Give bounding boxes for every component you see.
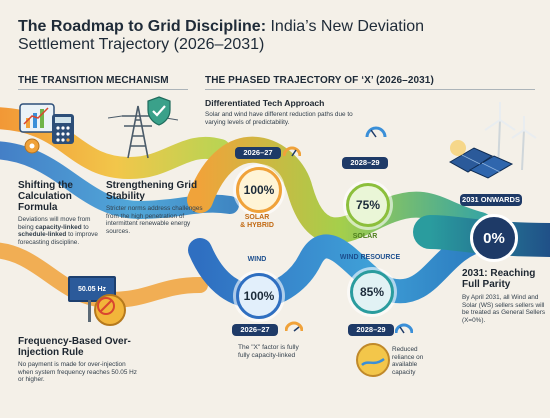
shifting-block: Shifting the Calculation Formula Deviati… xyxy=(18,180,104,246)
reduced-reliance-icon xyxy=(356,343,390,377)
gauge-icon-3 xyxy=(285,320,303,332)
value-circle-solar-2028: 75% xyxy=(346,183,390,227)
value-circle-wind-2026: 100% xyxy=(236,273,282,319)
renewables-illustration xyxy=(440,100,545,180)
solar-panel-icon xyxy=(448,147,514,179)
x-factor-note: The "X" factor is fully fully capacity-l… xyxy=(238,344,299,359)
differentiated-heading: Differentiated Tech Approach xyxy=(205,98,325,108)
frequency-heading: Frequency-Based Over-Injection Rule xyxy=(18,336,131,358)
frequency-post xyxy=(88,300,91,322)
strengthening-heading: Strengthening Grid Stability xyxy=(106,180,198,202)
strengthening-text: Stricter norms address challenges from t… xyxy=(106,205,203,235)
parity-heading: 2031: Reaching Full Parity xyxy=(462,268,536,290)
year-pill-final: 2031 ONWARDS xyxy=(460,194,522,206)
gauge-icon-4 xyxy=(395,322,413,334)
year-pill-solar-2028: 2028–29 xyxy=(342,157,388,169)
strengthening-block: Strengthening Grid Stability Stricter no… xyxy=(106,180,206,235)
value-circle-solar-2026: 100% xyxy=(236,167,282,213)
frequency-display: 50.05 Hz xyxy=(68,272,126,326)
year-pill-wind-2026: 2026–27 xyxy=(232,324,278,336)
wind-turbine-icon xyxy=(484,102,537,171)
frequency-text: No payment is made for over-injection wh… xyxy=(18,361,137,384)
value-circle-final: 0% xyxy=(470,214,518,262)
chart-calculator-icon xyxy=(18,98,80,156)
page-title: The Roadmap to Grid Discipline: India’s … xyxy=(18,18,488,54)
label-wind: WIND xyxy=(247,256,267,263)
value-circle-wind-2028: 85% xyxy=(350,270,394,314)
page-title-normal: India’s New Deviation Settlement Traject… xyxy=(18,18,425,53)
label-solar: SOLAR xyxy=(352,233,378,240)
parity-block: 2031: Reaching Full Parity By April 2031… xyxy=(462,268,546,324)
year-pill-solar-2026: 2026–27 xyxy=(235,147,281,159)
differentiated-block: Differentiated Tech Approach Solar and w… xyxy=(205,98,355,126)
year-pill-wind-2028: 2028–29 xyxy=(348,324,394,336)
shifting-heading: Shifting the Calculation Formula xyxy=(18,180,73,213)
section-divider-right xyxy=(205,89,535,90)
page-title-bold: The Roadmap to Grid Discipline: xyxy=(18,18,267,35)
parity-text: By April 2031, all Wind and Solar (WS) s… xyxy=(462,294,546,324)
gauge-icon-2 xyxy=(365,124,387,138)
section-divider-left xyxy=(18,89,188,90)
label-wind-resource: WIND RESOURCE xyxy=(339,254,401,261)
frequency-block: Frequency-Based Over-Injection Rule No p… xyxy=(18,336,138,384)
reduced-reliance-note: Reduced reliance on available capacity xyxy=(392,346,424,376)
gauge-icon xyxy=(283,145,301,157)
shield-check-icon xyxy=(146,96,172,126)
label-solar-hybrid: SOLAR & HYBRID xyxy=(240,214,274,229)
section-phased-trajectory: THE PHASED TRAJECTORY OF ‘X’ (2026–2031) xyxy=(205,75,434,86)
shifting-text: Deviations will move from being capacity… xyxy=(18,216,98,246)
no-entry-icon xyxy=(94,294,126,326)
section-transition-mechanism: THE TRANSITION MECHANISM xyxy=(18,75,169,86)
differentiated-text: Solar and wind have different reduction … xyxy=(205,111,353,126)
